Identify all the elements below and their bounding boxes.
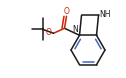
Text: O: O bbox=[64, 7, 69, 16]
Text: O: O bbox=[46, 28, 52, 37]
Text: NH: NH bbox=[99, 10, 111, 19]
Text: N: N bbox=[72, 25, 78, 34]
